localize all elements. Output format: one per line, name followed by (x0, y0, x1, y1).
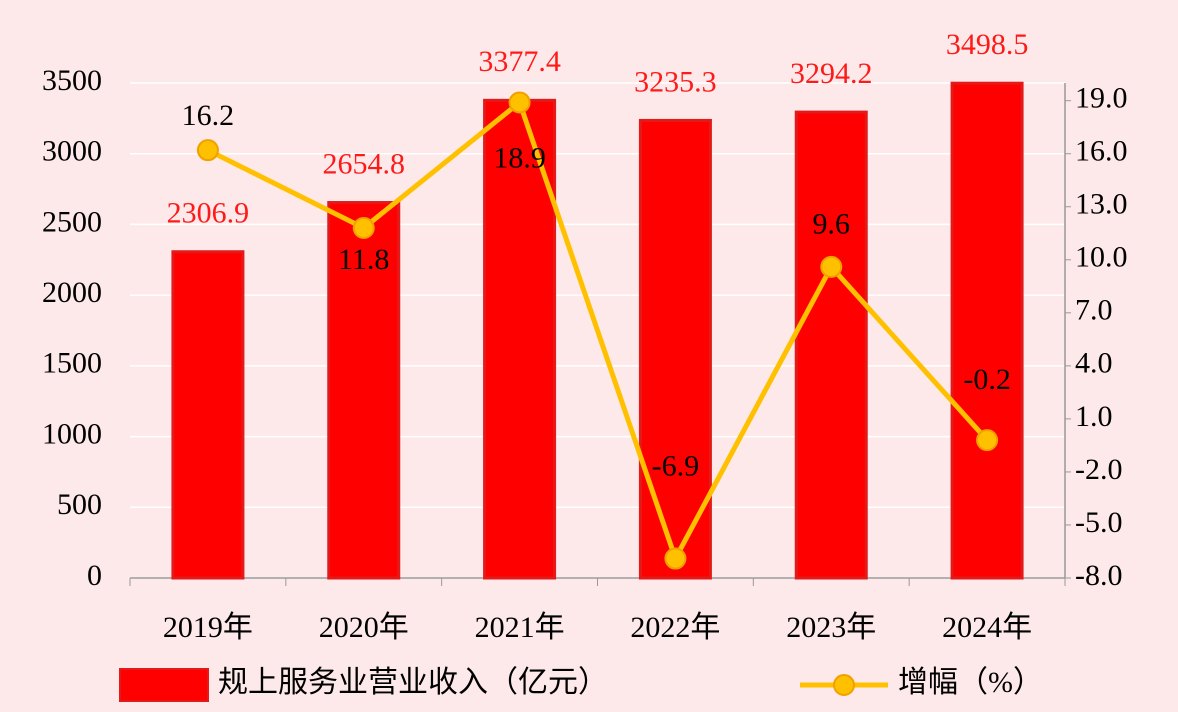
y2-tick-label: 4.0 (1075, 347, 1113, 380)
growth-value-label: 9.6 (813, 208, 851, 241)
growth-marker (352, 216, 375, 239)
y2-tick-label: -8.0 (1075, 559, 1123, 592)
bar-value-label: 3294.2 (790, 57, 873, 90)
growth-marker (508, 91, 531, 114)
legend-label: 规上服务业营业收入（亿元） (218, 666, 608, 699)
y2-tick-label: 13.0 (1075, 188, 1128, 221)
bar (950, 81, 1024, 580)
growth-marker (664, 547, 687, 570)
x-tick-label: 2020年 (319, 611, 409, 644)
legend-swatch (119, 668, 209, 702)
growth-value-label: 11.8 (338, 243, 389, 276)
bar-value-label: 3498.5 (946, 28, 1029, 61)
y-tick-label: 2500 (42, 205, 102, 238)
bar-value-label: 2306.9 (167, 197, 250, 230)
y-tick-label: 1000 (42, 417, 102, 450)
bar (794, 110, 868, 580)
y-tick-label: 500 (57, 488, 102, 521)
bar (638, 118, 712, 580)
y2-tick-label: 1.0 (1075, 400, 1113, 433)
y-tick-label: 2000 (42, 276, 102, 309)
legend-marker (833, 674, 855, 696)
bar (327, 201, 401, 580)
x-tick-label: 2022年 (630, 611, 720, 644)
growth-marker (196, 139, 219, 162)
x-tick-label: 2024年 (942, 611, 1032, 644)
y2-tick-label: -5.0 (1075, 506, 1123, 539)
growth-marker (976, 429, 999, 452)
bar-value-label: 3377.4 (478, 45, 561, 78)
x-tick-label: 2023年 (786, 611, 876, 644)
y2-tick-label: -2.0 (1075, 453, 1123, 486)
y2-tick-label: 16.0 (1075, 135, 1128, 168)
y2-tick-label: 19.0 (1075, 82, 1128, 115)
growth-value-label: 16.2 (182, 99, 235, 132)
y2-tick-label: 10.0 (1075, 241, 1128, 274)
y-tick-label: 3500 (42, 64, 102, 97)
growth-line (206, 98, 989, 565)
legend-label: 增幅（%） (898, 666, 1043, 699)
y-tick-label: 3000 (42, 135, 102, 168)
bar (483, 98, 557, 580)
growth-marker (820, 255, 843, 278)
growth-value-label: -6.9 (652, 449, 700, 482)
bar (171, 250, 245, 580)
x-tick-label: 2021年 (475, 611, 565, 644)
y-tick-label: 1500 (42, 347, 102, 380)
y2-tick-label: 7.0 (1075, 294, 1113, 327)
growth-value-label: -0.2 (963, 363, 1011, 396)
x-tick-label: 2019年 (163, 611, 253, 644)
y-tick-label: 0 (87, 559, 102, 592)
growth-value-label: 18.9 (493, 141, 546, 174)
bar-value-label: 3235.3 (634, 65, 717, 98)
bar-value-label: 2654.8 (323, 147, 406, 180)
